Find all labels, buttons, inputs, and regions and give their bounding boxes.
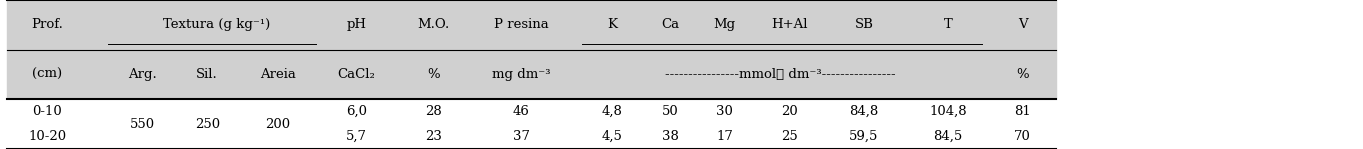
Text: 5,7: 5,7 (346, 130, 367, 143)
Text: K: K (607, 18, 617, 31)
Text: 70: 70 (1014, 130, 1030, 143)
Text: 28: 28 (425, 105, 442, 118)
Text: 0-10: 0-10 (33, 105, 63, 118)
Text: CaCl₂: CaCl₂ (337, 68, 375, 81)
Text: 550: 550 (129, 118, 155, 131)
Text: Ca: Ca (661, 18, 679, 31)
Text: 17: 17 (716, 130, 733, 143)
Bar (7, 0, 1056, 50)
Text: 81: 81 (1014, 105, 1030, 118)
Text: 4,8: 4,8 (601, 105, 623, 118)
Text: 23: 23 (425, 130, 442, 143)
Text: Mg: Mg (713, 18, 736, 31)
Text: 200: 200 (264, 118, 290, 131)
Text: H+Al: H+Al (771, 18, 808, 31)
Text: M.O.: M.O. (417, 18, 450, 31)
Text: P resina: P resina (493, 18, 549, 31)
Text: 104,8: 104,8 (930, 105, 966, 118)
Text: 37: 37 (512, 130, 530, 143)
Text: Areia: Areia (260, 68, 296, 81)
Text: 50: 50 (662, 105, 679, 118)
Text: 84,8: 84,8 (849, 105, 879, 118)
Text: 46: 46 (512, 105, 530, 118)
Text: T: T (943, 18, 953, 31)
Text: 38: 38 (662, 130, 679, 143)
Text: (cm): (cm) (33, 68, 63, 81)
Text: 6,0: 6,0 (346, 105, 367, 118)
Text: 10-20: 10-20 (29, 130, 67, 143)
Text: Arg.: Arg. (128, 68, 157, 81)
Text: 4,5: 4,5 (601, 130, 623, 143)
Text: 30: 30 (716, 105, 733, 118)
Text: 250: 250 (195, 118, 219, 131)
Text: 20: 20 (781, 105, 797, 118)
Text: 25: 25 (781, 130, 797, 143)
Text: 84,5: 84,5 (934, 130, 962, 143)
Bar (7, 50, 1056, 99)
Text: 59,5: 59,5 (849, 130, 879, 143)
Text: pH: pH (346, 18, 367, 31)
Bar (7, 99, 1056, 149)
Text: %: % (1017, 68, 1029, 81)
Text: V: V (1018, 18, 1028, 31)
Text: Sil.: Sil. (196, 68, 218, 81)
Text: mg dm⁻³: mg dm⁻³ (492, 68, 551, 81)
Text: SB: SB (855, 18, 874, 31)
Text: ----------------mmolⲝ dm⁻³----------------: ----------------mmolⲝ dm⁻³--------------… (665, 68, 895, 81)
Text: Textura (g kg⁻¹): Textura (g kg⁻¹) (164, 18, 270, 31)
Text: Prof.: Prof. (31, 18, 63, 31)
Text: %: % (427, 68, 440, 81)
